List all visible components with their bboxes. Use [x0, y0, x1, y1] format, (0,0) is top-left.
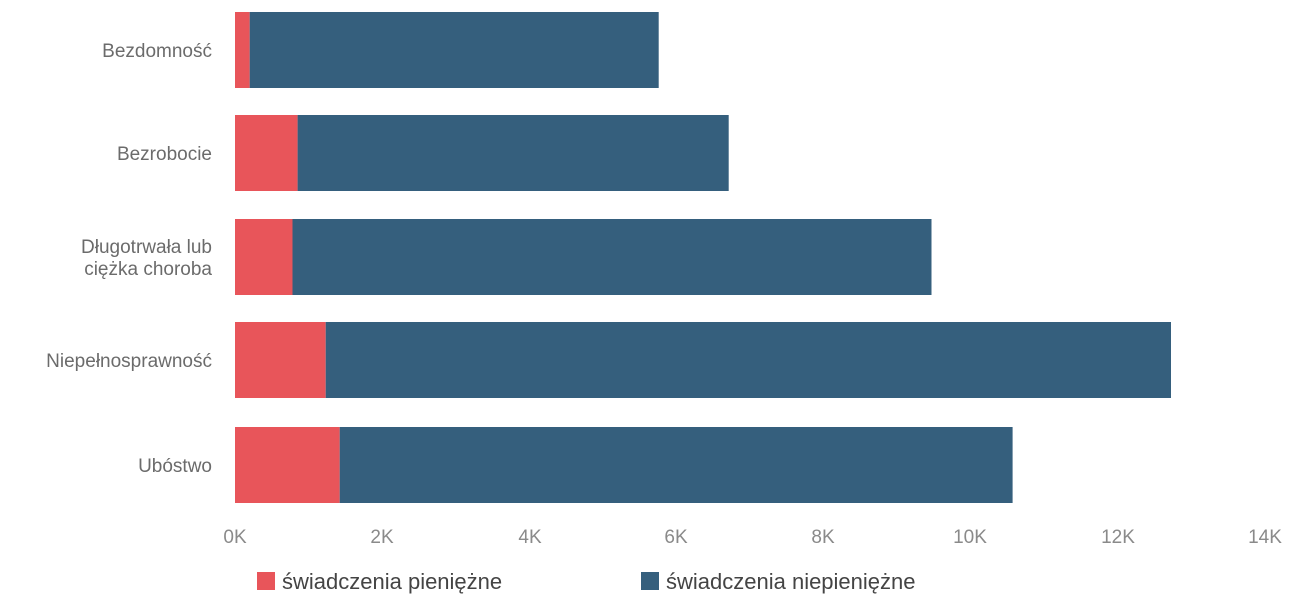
x-tick-label: 12K	[1101, 527, 1135, 548]
category-label-line: Niepełnosprawność	[46, 351, 212, 372]
category-label-line: Długotrwała lub	[81, 237, 212, 258]
bar-segment-pieniezne-2	[235, 219, 293, 295]
bar-segment-niepieniezne-0	[249, 12, 659, 88]
x-tick-label: 10K	[953, 527, 987, 548]
bar-segment-pieniezne-4	[235, 427, 340, 503]
category-label-line: Bezrobocie	[117, 144, 212, 165]
category-label-0: Bezdomność	[102, 41, 212, 62]
category-label-2: Długotrwała lub ciężka choroba	[81, 237, 212, 280]
bar-segment-pieniezne-3	[235, 322, 326, 398]
bar-segment-niepieniezne-2	[292, 219, 932, 295]
legend-swatch-1	[641, 572, 659, 590]
bar-segment-niepieniezne-1	[297, 115, 729, 191]
x-tick-label: 4K	[518, 527, 542, 548]
bar-segment-pieniezne-0	[235, 12, 250, 88]
x-tick-label: 6K	[664, 527, 688, 548]
legend-swatch-0	[257, 572, 275, 590]
category-label-line: ciężka choroba	[84, 259, 212, 280]
legend-label-1: świadczenia niepieniężne	[666, 569, 916, 594]
bars-layer	[235, 12, 1171, 503]
category-label-line: Bezdomność	[102, 41, 212, 62]
category-labels: Bezdomność Bezrobocie Długotrwała lub ciężk…	[46, 41, 212, 477]
category-label-1: Bezrobocie	[117, 144, 212, 165]
x-tick-label: 14K	[1248, 527, 1282, 548]
x-tick-label: 0K	[223, 527, 247, 548]
legend-label-0: świadczenia pieniężne	[282, 569, 502, 594]
x-tick-label: 2K	[370, 527, 394, 548]
bar-segment-niepieniezne-3	[325, 322, 1171, 398]
bar-segment-niepieniezne-4	[339, 427, 1013, 503]
x-tick-label: 8K	[811, 527, 835, 548]
x-axis-tick-labels: 0K 2K 4K 6K 8K 10K 12K 14K	[223, 527, 1282, 548]
category-label-3: Niepełnosprawność	[46, 351, 212, 372]
bar-segment-pieniezne-1	[235, 115, 298, 191]
category-label-line: Ubóstwo	[138, 456, 212, 477]
category-label-4: Ubóstwo	[138, 456, 212, 477]
legend: świadczenia pieniężne świadczenia niepien…	[257, 569, 916, 594]
